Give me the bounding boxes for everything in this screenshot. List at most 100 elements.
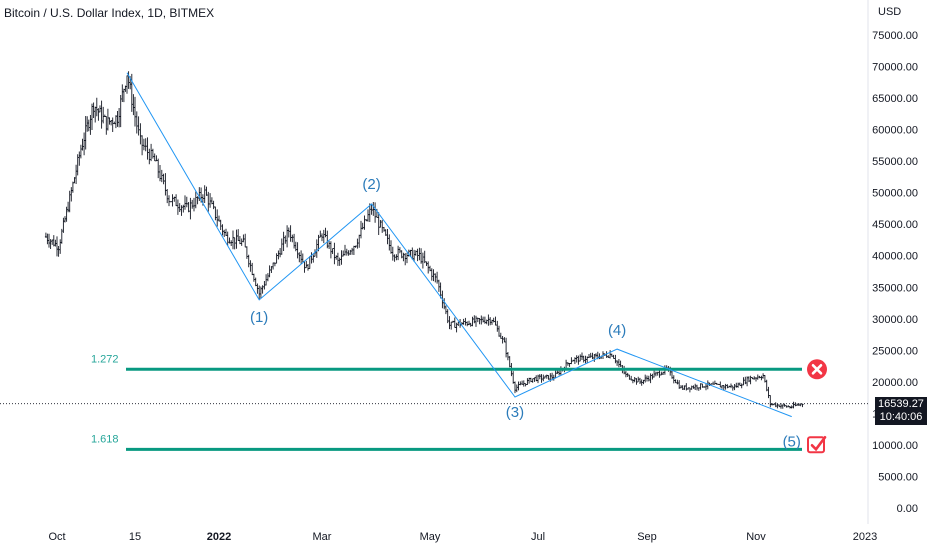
ohlc-bar	[796, 403, 799, 406]
ohlc-bar	[137, 116, 140, 136]
ohlc-bar	[289, 225, 292, 242]
ohlc-bar	[537, 374, 539, 384]
ohlc-bar	[395, 254, 398, 261]
ohlc-bar	[535, 375, 538, 382]
ohlc-bar	[173, 196, 176, 202]
ohlc-bar	[731, 385, 734, 391]
ohlc-bar	[487, 314, 490, 326]
ohlc-bar	[616, 360, 619, 366]
ohlc-bar	[581, 352, 583, 360]
ohlc-bar	[450, 321, 453, 330]
ohlc-bar	[221, 224, 224, 236]
ohlc-bar	[423, 250, 426, 264]
chart-title: Bitcoin / U.S. Dollar Index, 1D, BITMEX	[4, 6, 215, 20]
ohlc-bar	[452, 320, 454, 323]
wave-label: (5)	[783, 434, 801, 451]
ohlc-bar	[568, 362, 571, 367]
ohlc-bar	[421, 252, 424, 269]
ohlc-bar	[360, 220, 362, 239]
ohlc-bar	[242, 234, 245, 243]
ohlc-bar	[610, 353, 613, 357]
ohlc-bar	[776, 403, 779, 409]
ohlc-bar	[683, 385, 686, 390]
ohlc-bar	[345, 248, 348, 256]
ohlc-bar	[726, 384, 729, 389]
y-tick-label: 65000.00	[872, 93, 918, 105]
ohlc-bar	[801, 403, 804, 408]
ohlc-bar	[142, 138, 145, 151]
ohlc-bar	[614, 354, 617, 364]
ohlc-bar	[436, 271, 439, 284]
ohlc-bar	[746, 376, 749, 387]
ohlc-bar	[528, 377, 531, 384]
ohlc-bar	[738, 382, 741, 386]
level-label: 1.272	[91, 353, 119, 365]
ohlc-bar	[141, 135, 144, 156]
ohlc-bar	[296, 242, 299, 259]
ohlc-bar	[308, 255, 311, 270]
ohlc-bar	[218, 215, 220, 222]
ohlc-bar	[272, 262, 275, 270]
ohlc-bar	[639, 377, 641, 384]
ohlc-bar	[489, 317, 492, 326]
ohlc-bar	[722, 385, 725, 391]
ohlc-bar	[713, 380, 716, 385]
ohlc-bar	[333, 242, 336, 265]
ohlc-bar	[717, 383, 720, 386]
bar-countdown: 10:40:06	[879, 411, 923, 423]
ohlc-bar	[352, 245, 355, 255]
level-label: 1.618	[91, 433, 119, 445]
wave-line[interactable]	[126, 72, 792, 418]
ohlc-bar	[381, 219, 384, 233]
fibonacci-levels: 1.272 1.618	[91, 353, 802, 451]
elliott-wave: (1) (2) (3) (4) (5)	[126, 72, 801, 451]
ohlc-bar	[383, 227, 385, 232]
x-tick-label: 15	[129, 531, 141, 543]
ohlc-bar	[59, 239, 62, 254]
ohlc-bar	[462, 318, 465, 325]
ohlc-bar	[656, 371, 659, 376]
ohlc-bar	[321, 233, 323, 242]
ohlc-bar	[710, 383, 713, 385]
ohlc-bar	[160, 169, 163, 183]
ohlc-bar	[49, 239, 52, 249]
ohlc-bar	[524, 383, 527, 387]
ohlc-bars	[44, 71, 804, 409]
ohlc-bar	[89, 115, 92, 135]
ohlc-bar	[724, 383, 727, 390]
ohlc-bar	[526, 378, 529, 385]
ohlc-bar	[721, 385, 723, 389]
ohlc-bar	[619, 360, 622, 367]
y-tick-label: 45000.00	[872, 219, 918, 231]
ohlc-bar	[62, 217, 65, 233]
ohlc-bar	[427, 261, 430, 274]
axes: 75000.00 70000.00 65000.00 60000.00 55000.00…	[0, 0, 918, 543]
ohlc-bar	[46, 233, 49, 245]
ohlc-bar	[176, 199, 179, 215]
ohlc-bar	[480, 315, 483, 325]
ohlc-bar	[102, 106, 105, 124]
y-tick-label: 40000.00	[872, 251, 918, 263]
ohlc-bar	[778, 404, 781, 408]
ohlc-bar	[792, 401, 795, 409]
ohlc-bar	[514, 381, 516, 394]
ohlc-bar	[191, 199, 194, 209]
ohlc-bar	[238, 236, 241, 245]
ohlc-bar	[287, 227, 290, 238]
checkmark-icon	[807, 435, 827, 454]
ohlc-bar	[531, 378, 534, 383]
ohlc-bar	[515, 384, 518, 393]
ohlc-bar	[300, 250, 303, 264]
ohlc-bar	[326, 230, 329, 249]
ohlc-bar	[787, 405, 790, 408]
ohlc-bar	[688, 387, 691, 393]
y-tick-label: 70000.00	[872, 62, 918, 74]
ohlc-bar	[420, 248, 423, 264]
ohlc-bar	[307, 264, 309, 271]
ohlc-bar	[178, 203, 181, 212]
ohlc-bar	[540, 374, 543, 383]
ohlc-bar	[690, 385, 693, 390]
ohlc-bar	[790, 405, 793, 409]
ohlc-bar	[769, 395, 772, 408]
